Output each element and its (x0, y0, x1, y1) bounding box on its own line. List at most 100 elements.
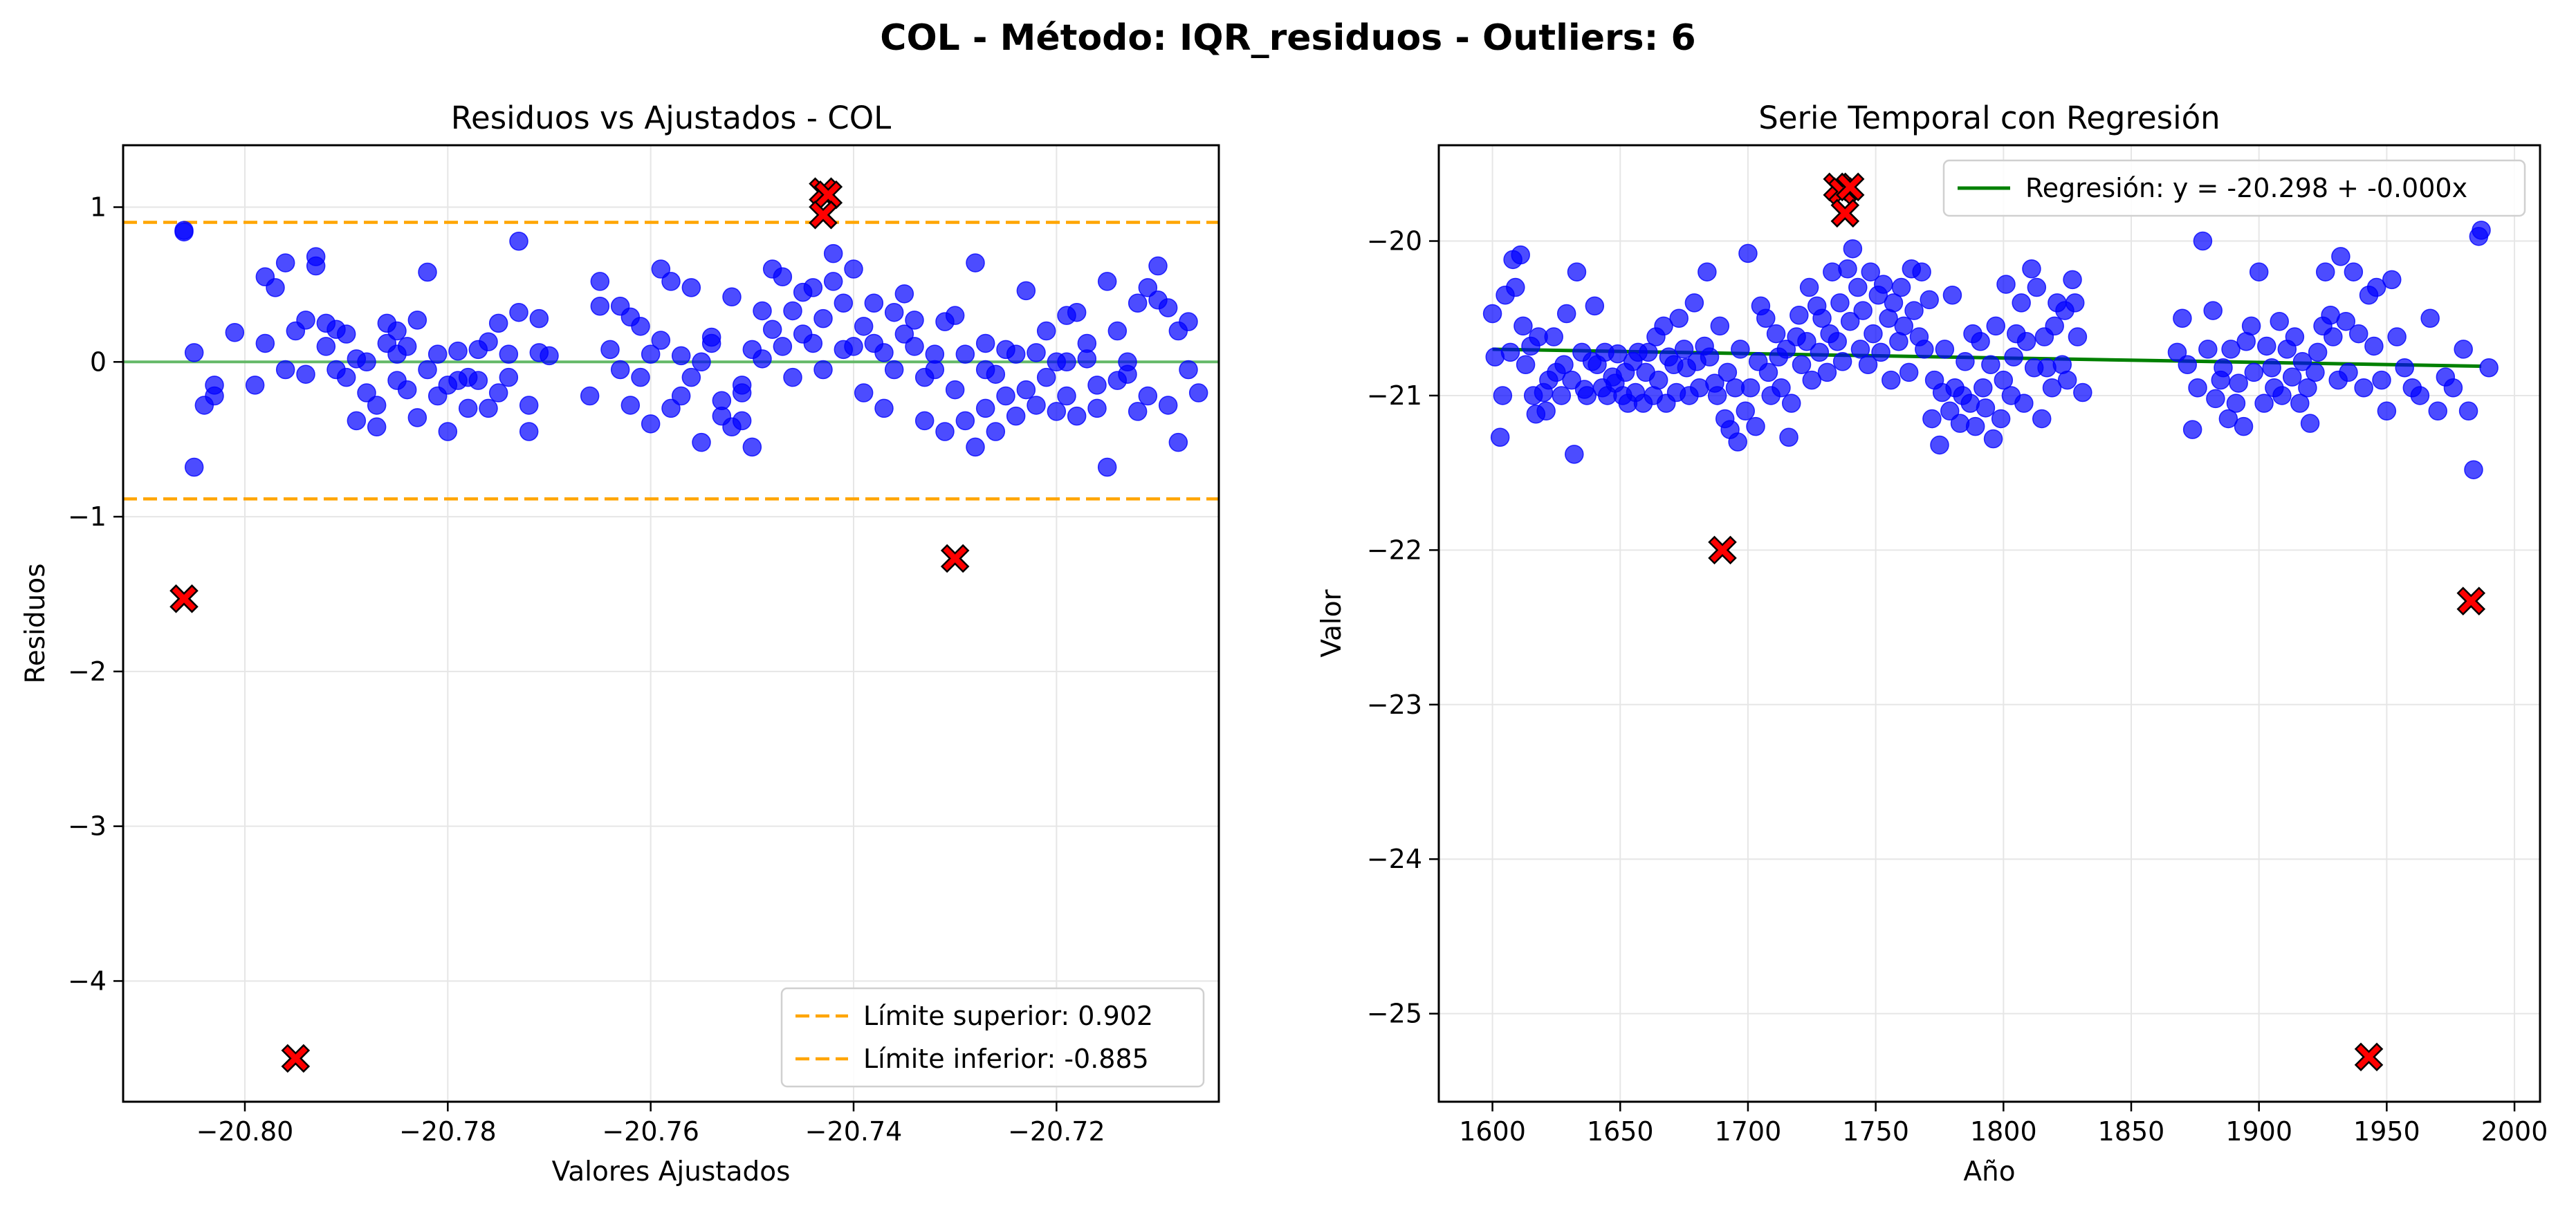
data-point (2410, 386, 2430, 405)
x-tick-label: 1850 (2098, 1116, 2165, 1147)
data-point (1756, 308, 1776, 328)
x-tick-label: 1950 (2353, 1116, 2420, 1147)
data-point (407, 311, 427, 330)
legend-entry: Límite inferior: -0.885 (863, 1044, 1149, 1074)
data-point (854, 317, 874, 336)
data-point (1790, 306, 1809, 325)
data-point (1840, 311, 1860, 331)
data-point (387, 321, 407, 341)
data-point (1974, 378, 1993, 398)
x-tick-label: −20.80 (196, 1116, 294, 1147)
data-point (2298, 378, 2317, 398)
y-tick-label: −20 (1367, 226, 1422, 257)
data-point (925, 360, 945, 380)
data-point (580, 386, 600, 406)
data-point (184, 457, 204, 477)
data-point (874, 398, 894, 418)
x-tick-label: 1750 (1842, 1116, 1909, 1147)
data-point (1057, 352, 1076, 372)
data-point (1976, 398, 1996, 418)
data-point (306, 256, 326, 276)
data-point (2045, 316, 2064, 336)
data-point (2377, 401, 2397, 421)
data-point (1087, 376, 1107, 395)
data-point (1772, 378, 1791, 398)
data-point (2065, 293, 2085, 313)
data-point (1731, 340, 1750, 359)
data-point (1922, 409, 1942, 429)
data-point (1707, 386, 1727, 405)
data-point (1848, 277, 1868, 297)
data-point (2226, 394, 2246, 413)
data-point (884, 360, 904, 380)
data-point (1490, 427, 1510, 447)
data-point (357, 383, 376, 403)
data-point (1179, 360, 1198, 380)
data-point (2241, 316, 2261, 336)
outlier-marker (940, 544, 970, 573)
data-point (1965, 416, 1985, 436)
x-axis-label: Valores Ajustados (552, 1156, 791, 1187)
data-point (813, 308, 833, 329)
data-point (1899, 362, 1919, 382)
data-point (1700, 347, 1720, 367)
data-point (2331, 247, 2350, 266)
data-point (783, 301, 802, 321)
data-point (2249, 262, 2269, 281)
data-point (1585, 296, 1605, 316)
data-point (2068, 327, 2088, 346)
data-point (1669, 308, 1689, 328)
data-point (1853, 301, 1873, 320)
data-point (955, 411, 975, 431)
y-tick-label: −4 (68, 965, 107, 996)
data-point (1930, 435, 1949, 455)
x-tick-label: −20.72 (1008, 1116, 1105, 1147)
outlier-marker (2354, 1042, 2384, 1071)
data-point (600, 340, 620, 360)
data-point (712, 391, 732, 410)
data-point (427, 344, 448, 364)
data-point (1654, 316, 1673, 336)
data-point (1894, 316, 1914, 336)
data-point (1639, 342, 1658, 362)
data-point (2339, 362, 2358, 382)
data-point (266, 278, 285, 297)
data-point (2285, 327, 2305, 346)
outlier-marker (281, 1044, 311, 1073)
data-point (2032, 409, 2052, 429)
data-point (2057, 370, 2077, 390)
data-point (1648, 370, 1668, 390)
data-point (2344, 262, 2364, 281)
data-point (966, 437, 985, 457)
data-point (2366, 277, 2386, 297)
y-tick-label: −21 (1367, 380, 1422, 411)
data-point (1077, 333, 1097, 353)
data-point (692, 352, 711, 372)
data-point (2354, 378, 2373, 398)
data-point (509, 302, 528, 322)
y-tick-label: −3 (68, 811, 107, 842)
data-point (945, 306, 965, 325)
data-point (2234, 416, 2254, 436)
data-point (1067, 302, 1087, 322)
data-point (1128, 402, 1148, 421)
data-point (1500, 342, 1520, 362)
data-point (935, 422, 955, 441)
axes-frame (122, 144, 1220, 1103)
data-point (2012, 293, 2031, 313)
data-point (418, 360, 437, 380)
data-point (1138, 386, 1158, 406)
data-point (367, 396, 387, 415)
data-point (2472, 221, 2491, 240)
data-point (448, 341, 468, 361)
data-point (519, 396, 539, 415)
data-point (2042, 378, 2062, 398)
data-point (2014, 394, 2034, 413)
data-point (2193, 231, 2213, 251)
data-point (1799, 277, 1819, 297)
axes-title: Residuos vs Ajustados - COL (451, 100, 891, 136)
data-point (468, 371, 488, 390)
data-point (174, 222, 194, 242)
data-point (1552, 386, 1572, 405)
data-point (1493, 386, 1513, 405)
